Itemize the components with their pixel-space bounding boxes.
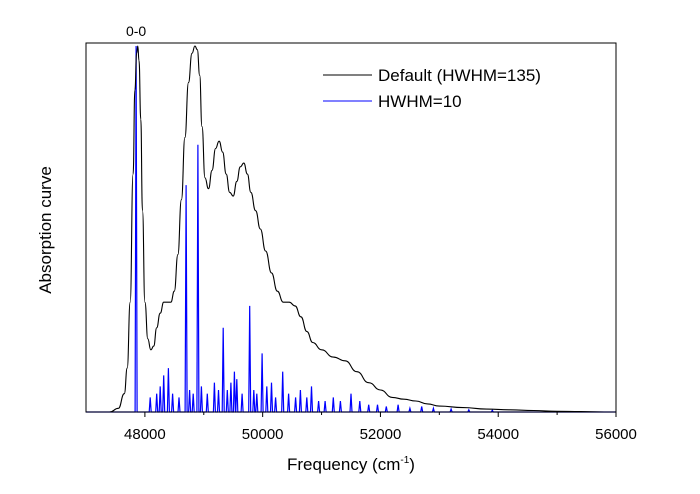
x-tick-label: 52000 xyxy=(360,426,402,443)
x-axis-title-close: ) xyxy=(409,455,415,474)
series-line-hwhm10 xyxy=(86,45,616,413)
y-axis-title: Absorption curve xyxy=(36,166,55,294)
axes-frame xyxy=(85,42,617,413)
legend-label-default: Default (HWHM=135) xyxy=(378,66,541,85)
legend: Default (HWHM=135) HWHM=10 xyxy=(323,66,541,111)
annotation-0-0: 0-0 xyxy=(126,23,146,39)
x-axis-title-superscript: -1 xyxy=(400,455,409,466)
x-axis-title-main: Frequency (cm xyxy=(287,455,400,474)
x-axis-title: Frequency (cm-1) xyxy=(287,455,415,474)
x-tick-label: 48000 xyxy=(124,426,166,443)
x-tick-label: 54000 xyxy=(477,426,519,443)
legend-label-hwhm10: HWHM=10 xyxy=(378,92,462,111)
plot-area xyxy=(86,45,616,413)
series-line-default xyxy=(86,45,605,413)
x-tick-label: 56000 xyxy=(595,426,637,443)
x-tick-label: 50000 xyxy=(242,426,284,443)
x-axis-ticks: 48000 50000 52000 54000 56000 xyxy=(124,412,637,443)
